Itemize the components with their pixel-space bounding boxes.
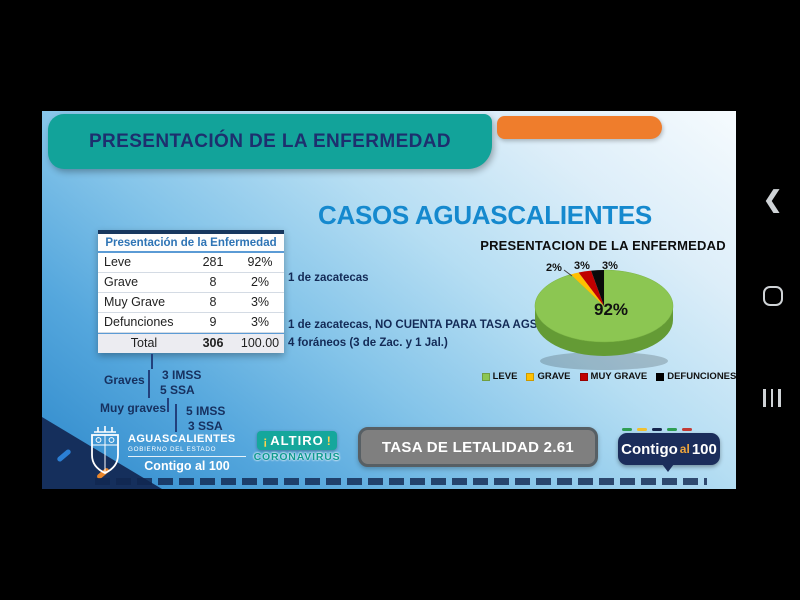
pie-label-leve: 92%	[594, 300, 629, 319]
gov-logo-text: AGUASCALIENTES GOBIERNO DEL ESTADO Conti…	[128, 433, 246, 473]
pie-slice-grave	[570, 272, 604, 306]
orange-accent-bar	[497, 116, 662, 139]
slide-title: PRESENTACIÓN DE LA ENFERMEDAD	[88, 130, 452, 152]
connector-graves-to-muy-graves	[167, 398, 169, 412]
graves-item-ssa: 5 SSA	[160, 383, 195, 397]
gov-subtitle: GOBIERNO DEL ESTADO	[128, 446, 217, 453]
table-row-defunciones: Defunciones 9 3%	[98, 313, 284, 333]
note-grave: 1 de zacatecas	[288, 272, 369, 284]
nav-recents-button[interactable]	[763, 389, 781, 407]
table-row-grave: Grave 8 2%	[98, 273, 284, 293]
legend-item-grave: GRAVE	[526, 371, 571, 382]
note-defunciones: 1 de zacatecas, NO CUENTA PARA TASA AGS.	[288, 319, 541, 331]
graves-bracket	[148, 370, 150, 398]
legend-item-leve: LEVE	[481, 371, 517, 382]
table-row-total: Total 306 100.00	[98, 333, 284, 353]
legend-item-defunciones: DEFUNCIONES	[656, 371, 736, 382]
pie-side-wall	[535, 306, 673, 356]
tasa-letalidad-badge: TASA DE LETALIDAD 2.61	[358, 427, 598, 467]
pie-slice-muy-grave	[578, 270, 604, 306]
table-accent-bar	[98, 230, 284, 234]
graves-label: Graves	[104, 373, 145, 387]
note-total: 4 foráneos (3 de Zac. y 1 Jal.)	[288, 337, 448, 349]
aguascalientes-coat-of-arms	[91, 426, 119, 474]
table-header: Presentación de la Enfermedad	[98, 234, 284, 253]
legend-swatch-defunciones	[656, 372, 665, 381]
pie-label-defunciones: 3%	[602, 260, 618, 272]
disease-table: Presentación de la Enfermedad Leve 281 9…	[98, 230, 284, 353]
legend-swatch-leve	[481, 372, 490, 381]
muy-graves-item-imss: 5 IMSS	[186, 404, 226, 418]
slide-title-banner: PRESENTACIÓN DE LA ENFERMEDAD	[48, 114, 492, 169]
pie-chart-title: PRESENTACION DE LA ENFERMEDAD	[480, 238, 726, 253]
pie-leader-line	[563, 269, 573, 277]
connector-table-to-graves	[151, 354, 153, 369]
pie-chart	[534, 269, 674, 370]
pie-slice-leve	[534, 269, 674, 343]
legend-item-muy-grave: MUY GRAVE	[579, 371, 647, 382]
nav-back-button[interactable]: ❮	[763, 186, 783, 212]
contigo-al-100-logo: Contigo al 100	[618, 433, 720, 465]
coronavirus-label: CORONAVIRUS	[253, 451, 341, 463]
pie-slice-defunciones	[591, 270, 604, 306]
nav-home-button[interactable]	[763, 286, 783, 306]
bubble-color-dashes	[622, 428, 692, 431]
presentation-slide[interactable]: PRESENTACIÓN DE LA ENFERMEDAD CASOS AGUA…	[42, 111, 736, 489]
bubble-tail	[662, 464, 674, 472]
slide-heading: CASOS AGUASCALIENTES	[318, 200, 652, 230]
pie-label-grave: 2%	[546, 262, 562, 274]
pie-label-muy-grave: 3%	[574, 260, 590, 272]
muy-graves-label: Muy graves	[100, 401, 167, 415]
gov-slogan: Contigo al 100	[128, 456, 246, 473]
pie-legend: LEVE GRAVE MUY GRAVE DEFUNCIONES	[459, 371, 736, 382]
table-row-leve: Leve 281 92%	[98, 253, 284, 273]
pie-shadow	[540, 352, 668, 370]
altiro-badge: ¡ ALTIRO !	[257, 431, 337, 450]
table-row-muy-grave: Muy Grave 8 3%	[98, 293, 284, 313]
legend-swatch-grave	[526, 372, 535, 381]
legend-swatch-muy-grave	[579, 372, 588, 381]
altiro-coronavirus-logo: ¡ ALTIRO ! CORONAVIRUS	[252, 431, 342, 463]
muy-graves-bracket	[175, 404, 177, 432]
muy-graves-item-ssa: 3 SSA	[188, 419, 223, 433]
footer-fineprint-smudge	[95, 478, 707, 485]
gov-name: AGUASCALIENTES	[128, 433, 236, 445]
graves-item-imss: 3 IMSS	[162, 368, 202, 382]
